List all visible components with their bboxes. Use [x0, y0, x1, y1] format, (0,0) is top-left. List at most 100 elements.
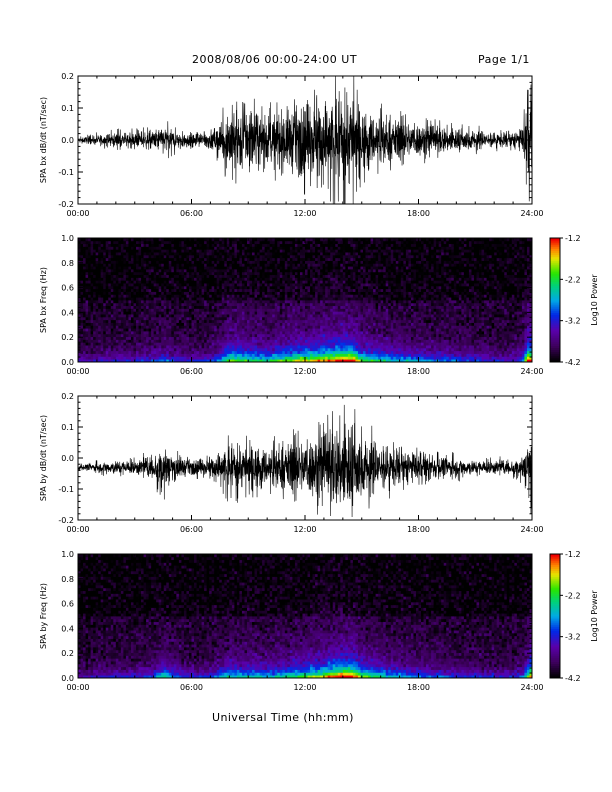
spectrogram-cell — [269, 322, 273, 326]
spectrogram-cell — [241, 305, 245, 309]
spectrogram-cell — [229, 266, 233, 270]
spectrogram-cell — [110, 252, 114, 256]
spectrogram-cell — [161, 252, 165, 256]
spectrogram-cell — [153, 257, 157, 261]
spectrogram-cell — [259, 254, 263, 259]
spectrogram-cell — [292, 319, 296, 323]
spectrogram-cell — [199, 314, 202, 318]
spectrogram-cell — [249, 339, 253, 343]
spectrogram-cell — [211, 246, 215, 250]
spectrogram-cell — [125, 243, 129, 247]
spectrogram-cell — [254, 350, 258, 354]
spectrogram-cell — [176, 246, 180, 250]
spectrogram-cell — [216, 288, 220, 292]
spectrogram-cell — [138, 254, 142, 259]
spectrogram-cell — [181, 322, 185, 326]
spectrogram-cell — [95, 246, 99, 250]
spectrogram-cell — [186, 252, 190, 256]
spectrogram-cell — [236, 294, 240, 298]
spectrogram-cell — [209, 240, 213, 245]
spectrogram-cell — [259, 302, 263, 307]
spectrogram-cell — [123, 353, 127, 357]
spectrogram-cell — [188, 291, 192, 295]
spectrogram-cell — [128, 345, 132, 349]
spectrogram-cell — [337, 263, 341, 267]
spectrogram-cell — [168, 243, 172, 247]
spectrogram-cell — [133, 269, 137, 273]
spectrogram-cell — [352, 249, 356, 253]
spectrogram-cell — [120, 356, 124, 360]
spectrogram-cell — [305, 325, 308, 329]
spectrogram-cell — [307, 308, 311, 312]
spectrogram-cell — [312, 277, 316, 281]
spectrogram-cell — [277, 297, 281, 301]
spectrogram-cell — [236, 302, 240, 307]
spectrogram-cell — [211, 291, 215, 295]
spectrogram-cell — [143, 336, 147, 340]
spectrogram-cell — [352, 297, 356, 301]
spectrogram-cell — [156, 274, 160, 278]
spectrogram-cell — [264, 345, 268, 349]
spectrogram-cell — [355, 316, 359, 321]
spectrogram-cell — [317, 353, 321, 357]
spectrogram-cell — [269, 308, 273, 312]
spectrogram-cell — [350, 254, 354, 259]
spectrogram-cell — [299, 336, 303, 340]
spectrogram-cell — [322, 291, 326, 295]
spectrogram-cell — [85, 291, 89, 295]
spectrogram-cell — [206, 291, 210, 295]
spectrogram-cell — [176, 339, 180, 343]
spectrogram-cell — [209, 328, 213, 332]
spectrogram-cell — [113, 238, 117, 242]
spectrogram-cell — [289, 263, 293, 267]
spectrogram-cell — [196, 240, 200, 245]
spectrogram-cell — [315, 238, 319, 242]
spectrogram-cell — [178, 252, 182, 256]
spectrogram-cell — [123, 322, 127, 326]
spectrogram-cell — [239, 274, 243, 278]
spectrogram-cell — [342, 254, 346, 259]
spectrogram-cell — [85, 308, 89, 312]
spectrogram-cell — [244, 260, 248, 264]
spectrogram-cell — [342, 277, 346, 281]
spectrogram-cell — [214, 325, 218, 329]
spectrogram-cell — [196, 319, 200, 323]
spectrogram-cell — [219, 356, 223, 360]
spectrogram-cell — [279, 254, 283, 259]
spectrogram-cell — [231, 280, 235, 284]
spectrogram-cell — [128, 342, 132, 346]
spectrogram-cell — [224, 285, 228, 290]
spectrogram-cell — [120, 311, 124, 315]
spectrogram-cell — [335, 285, 339, 290]
spectrogram-cell — [279, 297, 283, 301]
spectrogram-cell — [214, 305, 218, 309]
spectrogram-cell — [113, 291, 117, 295]
spectrogram-cell — [95, 260, 99, 264]
spectrogram-cell — [168, 294, 172, 298]
spectrogram-cell — [254, 308, 258, 312]
y-tick-label: 0.2 — [61, 72, 74, 81]
spectrogram-cell — [259, 359, 263, 363]
spectrogram-cell — [103, 260, 107, 264]
spectrogram-cell — [249, 347, 253, 352]
spectrogram-cell — [118, 269, 122, 273]
spectrogram-cell — [287, 331, 291, 335]
spectrogram-cell — [156, 249, 160, 253]
spectrogram-cell — [267, 311, 271, 315]
spectrogram-cell — [269, 254, 273, 259]
spectrogram-cell — [206, 319, 210, 323]
spectrogram-cell — [168, 249, 172, 253]
spectrogram-cell — [153, 322, 157, 326]
spectrogram-cell — [337, 328, 341, 332]
spectrogram-cell — [138, 331, 142, 335]
spectrogram-cell — [252, 336, 255, 340]
spectrogram-cell — [178, 336, 182, 340]
spectrogram-cell — [90, 353, 94, 357]
spectrogram-cell — [292, 240, 296, 245]
spectrogram-cell — [317, 305, 321, 309]
spectrogram-cell — [123, 308, 127, 312]
spectrogram-cell — [204, 271, 208, 276]
spectrogram-cell — [133, 300, 137, 304]
spectrogram-cell — [234, 325, 238, 329]
spectrogram-cell — [80, 345, 84, 349]
